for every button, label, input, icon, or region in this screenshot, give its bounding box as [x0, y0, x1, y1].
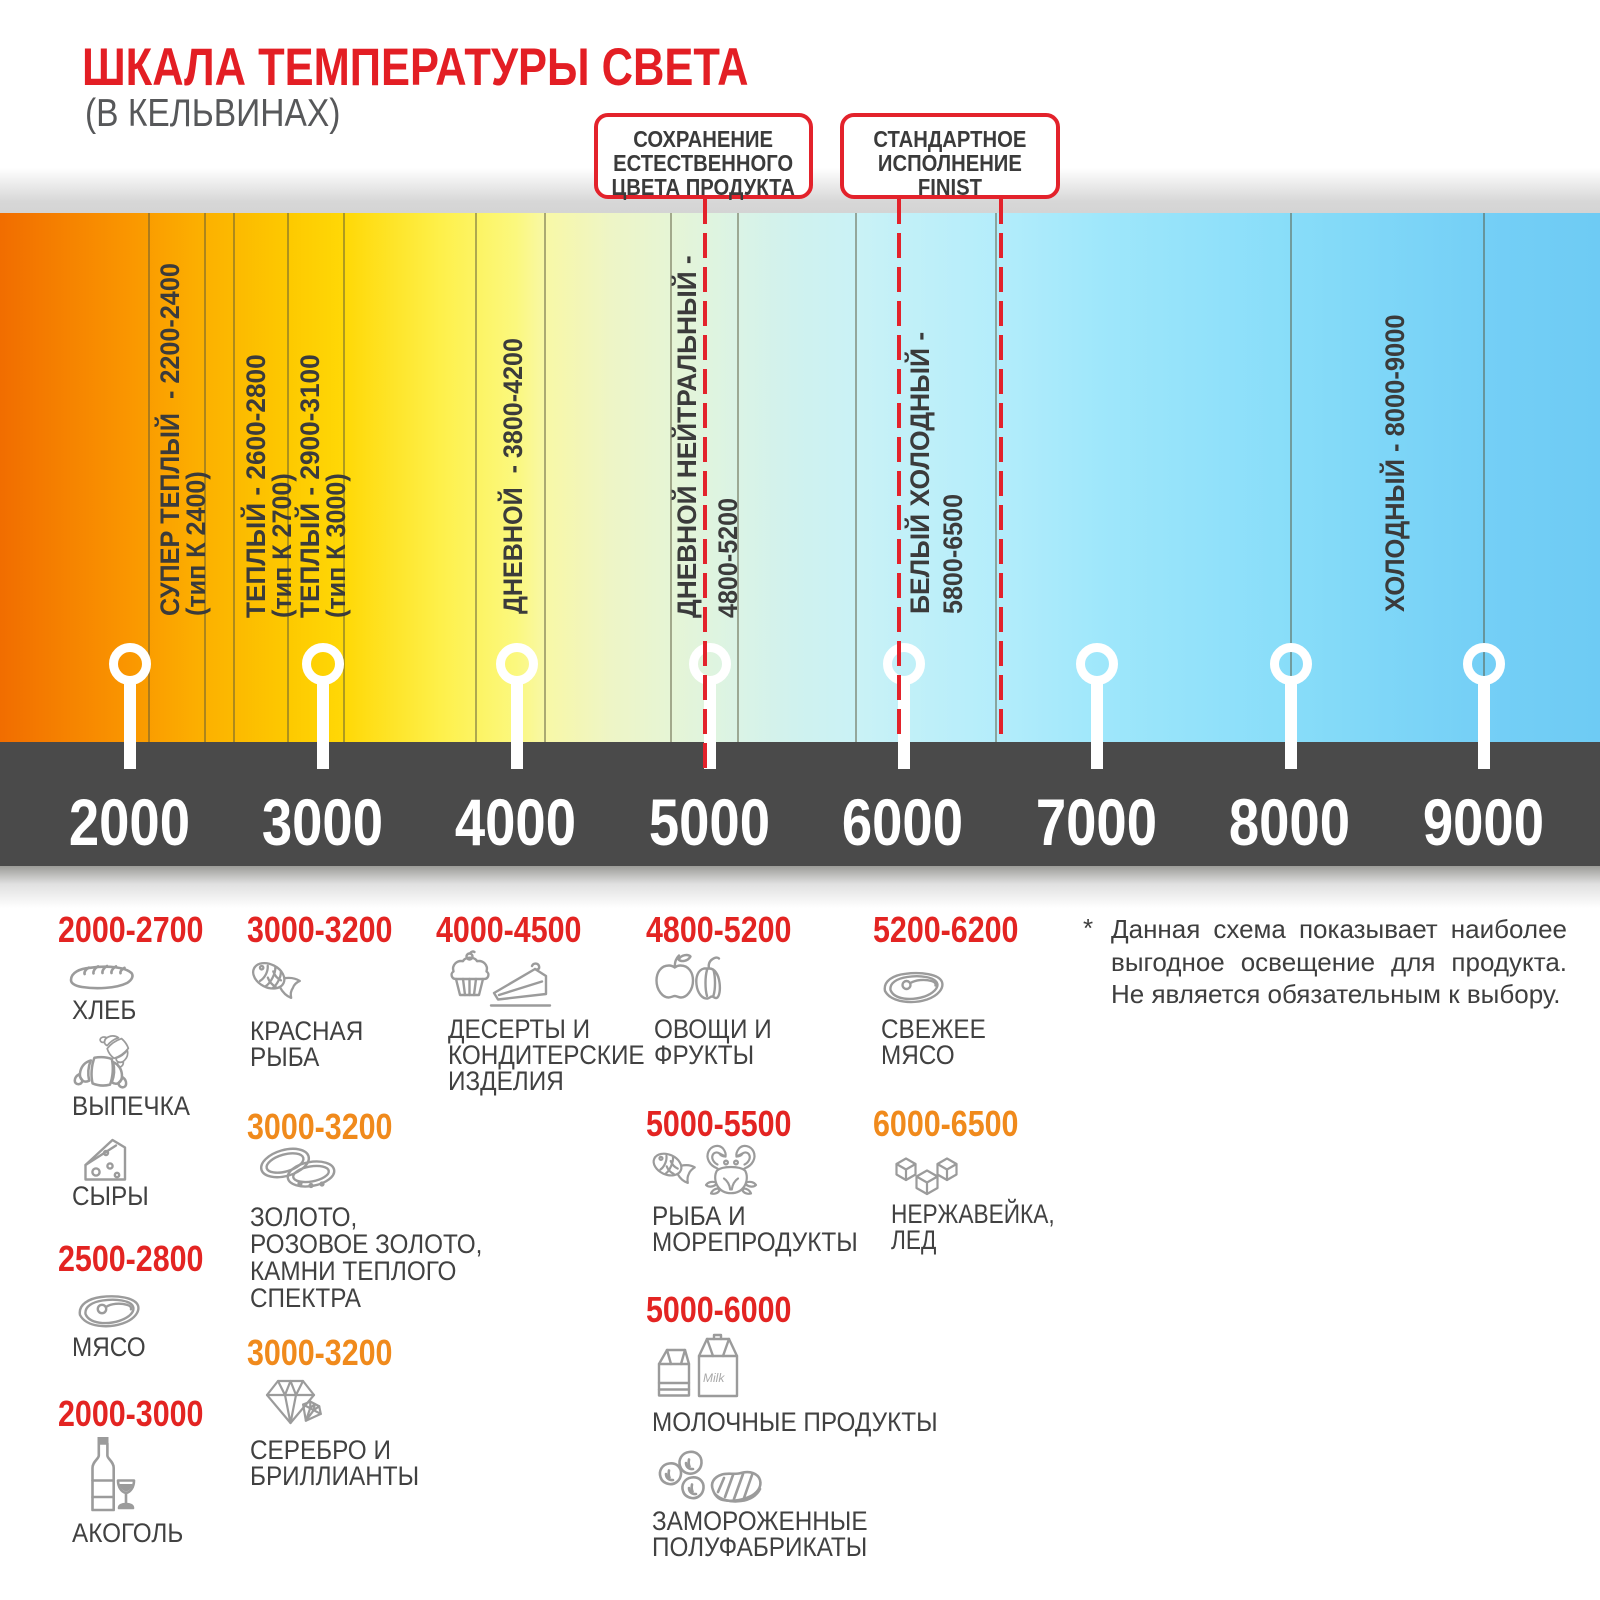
svg-text:Milk: Milk [703, 1371, 725, 1385]
